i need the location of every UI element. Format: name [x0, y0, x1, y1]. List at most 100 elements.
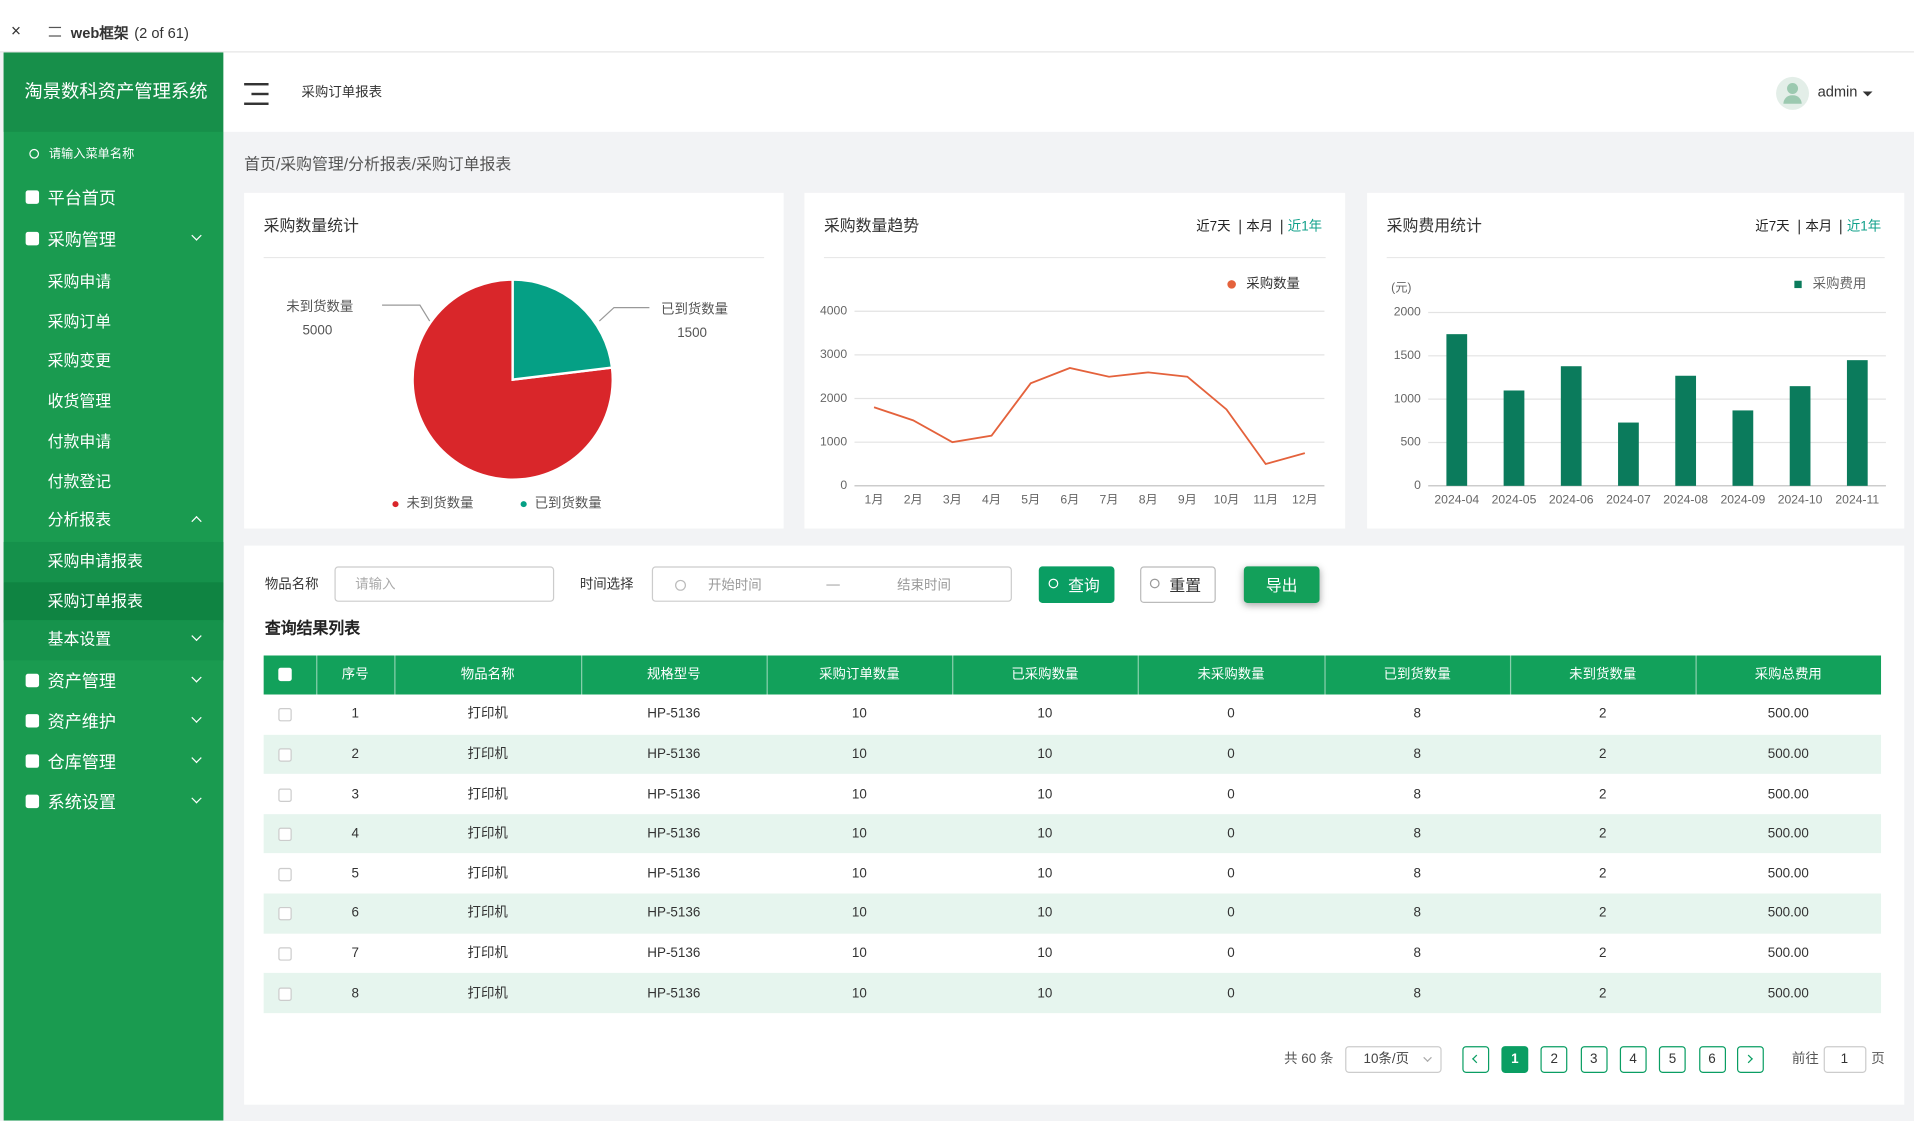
- table-cell: 10: [1037, 985, 1053, 1001]
- close-tab[interactable]: ×: [10, 20, 21, 41]
- table-cell: HP-5136: [647, 707, 701, 722]
- menu-item[interactable]: 平台首页: [47, 187, 116, 208]
- table-cell: 0: [1227, 985, 1235, 1001]
- column-divider: [1695, 655, 1697, 695]
- table-cell: 500.00: [1767, 866, 1809, 881]
- menu-item[interactable]: 分析报表: [47, 510, 112, 529]
- page-number[interactable]: 4: [1629, 1052, 1637, 1067]
- table-row: [263, 734, 1882, 775]
- next-page[interactable]: [1736, 1046, 1764, 1073]
- button-icon: [1048, 578, 1059, 589]
- table-cell: 10: [851, 906, 867, 921]
- button-label[interactable]: 查询: [1068, 576, 1100, 595]
- table-cell: 8: [1413, 866, 1421, 881]
- column-divider: [316, 655, 318, 695]
- table-cell: 0: [1227, 866, 1235, 881]
- table-cell: HP-5136: [647, 746, 701, 762]
- table-row: [263, 893, 1882, 934]
- row-checkbox[interactable]: [278, 947, 292, 961]
- header-checkbox[interactable]: [278, 667, 292, 682]
- page-button[interactable]: [1580, 1046, 1608, 1073]
- page-title: 采购订单报表: [301, 85, 383, 101]
- row-checkbox[interactable]: [278, 787, 292, 802]
- table-cell: 打印机: [467, 707, 508, 722]
- menu-icon: [25, 673, 40, 688]
- table-cell: 8: [1413, 746, 1421, 762]
- table-cell: 10: [1037, 746, 1053, 762]
- button-label[interactable]: 导出: [1265, 576, 1298, 595]
- row-checkbox[interactable]: [278, 748, 292, 762]
- menu-icon: [25, 794, 40, 809]
- top-header: [223, 52, 1914, 132]
- table-cell: 500.00: [1767, 945, 1809, 961]
- user-caret: [1862, 91, 1873, 97]
- row-checkbox[interactable]: [278, 907, 292, 921]
- table-cell: 2: [1598, 826, 1607, 842]
- page-number[interactable]: 6: [1708, 1052, 1716, 1067]
- date-range[interactable]: [651, 566, 1012, 602]
- table-cell: 2: [1598, 945, 1607, 961]
- page-button[interactable]: [1501, 1046, 1529, 1073]
- tab-icon: [48, 26, 62, 37]
- total-count: 共 60 条: [1284, 1052, 1334, 1067]
- menu-item[interactable]: 采购管理: [47, 229, 116, 250]
- button[interactable]: [1243, 566, 1320, 604]
- menu-item[interactable]: 采购变更: [47, 351, 112, 370]
- table-cell: 2: [1598, 707, 1607, 722]
- page-number[interactable]: 1: [1511, 1052, 1519, 1067]
- menu-item[interactable]: 付款申请: [47, 432, 112, 451]
- column-divider: [394, 655, 396, 695]
- row-checkbox[interactable]: [278, 986, 292, 1001]
- menu-item[interactable]: 采购订单: [47, 312, 112, 331]
- page-number[interactable]: 2: [1550, 1052, 1559, 1067]
- page-button[interactable]: [1698, 1046, 1726, 1073]
- menu-item[interactable]: 采购订单报表: [47, 592, 143, 611]
- menu-item[interactable]: 基本设置: [47, 629, 112, 649]
- range-separator: —: [826, 577, 840, 593]
- menu-item[interactable]: 收货管理: [47, 391, 112, 411]
- menu-toggle-bar: [251, 92, 269, 96]
- column-header: 采购订单数量: [819, 667, 900, 683]
- table-cell: 0: [1227, 746, 1235, 762]
- page-number[interactable]: 3: [1589, 1052, 1598, 1067]
- table-cell: 打印机: [467, 945, 508, 961]
- table-cell: 打印机: [467, 866, 508, 881]
- page-button[interactable]: [1659, 1046, 1686, 1073]
- goto-input[interactable]: [1823, 1046, 1867, 1073]
- table-cell: 2: [1598, 786, 1607, 802]
- row-checkbox[interactable]: [278, 867, 292, 881]
- goto-label: 前往: [1791, 1052, 1819, 1067]
- table-cell: 500.00: [1767, 826, 1809, 842]
- table-cell: 500.00: [1767, 985, 1809, 1001]
- menu-search[interactable]: 请输入菜单名称: [48, 147, 135, 162]
- row-checkbox[interactable]: [278, 827, 292, 842]
- menu-icon: [25, 231, 40, 246]
- menu-item[interactable]: 仓库管理: [47, 751, 116, 772]
- column-header: 采购总费用: [1754, 667, 1822, 683]
- table-cell: 0: [1227, 906, 1235, 921]
- menu-item[interactable]: 系统设置: [47, 792, 116, 812]
- menu-item[interactable]: 资产维护: [47, 711, 116, 732]
- page-button[interactable]: [1619, 1046, 1647, 1073]
- submenu-bg: [3, 620, 224, 661]
- menu-item[interactable]: 采购申请: [47, 272, 112, 291]
- menu-item[interactable]: 付款登记: [47, 472, 112, 491]
- table-cell: HP-5136: [647, 786, 701, 802]
- page-number[interactable]: 5: [1668, 1052, 1677, 1067]
- table-cell: 打印机: [467, 746, 508, 762]
- menu-item[interactable]: 资产管理: [47, 671, 116, 691]
- item-input[interactable]: [334, 566, 555, 602]
- menu-item[interactable]: 采购申请报表: [47, 551, 143, 571]
- page-button[interactable]: [1540, 1046, 1568, 1073]
- table-cell: 8: [1413, 786, 1421, 802]
- table-cell: 8: [1413, 945, 1421, 961]
- table-cell: 1: [351, 707, 359, 722]
- user-name[interactable]: admin: [1817, 83, 1858, 101]
- prev-page[interactable]: [1462, 1046, 1490, 1073]
- table-cell: 2: [1598, 746, 1607, 762]
- column-header: 规格型号: [646, 667, 701, 683]
- page-size-select[interactable]: [1345, 1046, 1442, 1073]
- button-label[interactable]: 重置: [1169, 576, 1202, 595]
- row-checkbox[interactable]: [278, 708, 292, 722]
